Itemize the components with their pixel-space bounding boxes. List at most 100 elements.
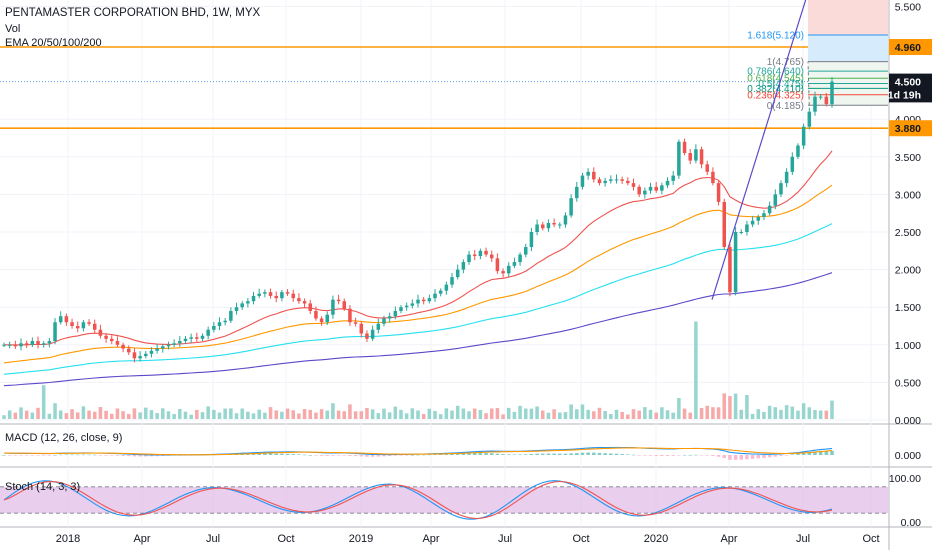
candle[interactable] (229, 310, 233, 321)
candle[interactable] (580, 175, 585, 187)
candle[interactable] (109, 338, 114, 342)
candle[interactable] (711, 171, 715, 184)
candle[interactable] (558, 224, 562, 226)
candle[interactable] (506, 265, 511, 274)
candle[interactable] (161, 346, 165, 349)
candle[interactable] (682, 141, 687, 154)
candle[interactable] (348, 308, 352, 323)
stoch-legend[interactable]: Stoch (14, 3, 3) (5, 481, 81, 493)
candle[interactable] (234, 307, 239, 311)
candle[interactable] (631, 183, 636, 187)
candle[interactable] (563, 215, 568, 225)
candle[interactable] (274, 295, 278, 299)
candle[interactable] (251, 295, 256, 302)
candle[interactable] (132, 352, 137, 359)
candle[interactable] (53, 322, 57, 342)
candle[interactable] (637, 186, 641, 195)
candle[interactable] (308, 303, 313, 311)
candle[interactable] (115, 341, 120, 345)
candle[interactable] (263, 292, 267, 294)
candle[interactable] (240, 303, 244, 308)
candle[interactable] (121, 344, 125, 349)
candle[interactable] (569, 198, 573, 216)
candle[interactable] (172, 343, 176, 345)
candle[interactable] (518, 254, 522, 263)
candle[interactable] (13, 344, 18, 347)
candle[interactable] (575, 186, 579, 199)
candle[interactable] (779, 183, 783, 195)
macd-signal-line[interactable] (4, 447, 833, 456)
symbol-title[interactable]: PENTAMASTER CORPORATION BHD, 1W, MYX (5, 7, 261, 19)
candle[interactable] (291, 293, 295, 299)
candle[interactable] (728, 247, 732, 293)
ema-50-line[interactable] (3, 184, 833, 364)
candle[interactable] (47, 341, 52, 344)
candle[interactable] (614, 179, 619, 181)
candle[interactable] (285, 292, 290, 294)
candle[interactable] (512, 262, 517, 266)
candle[interactable] (665, 180, 670, 186)
candle[interactable] (331, 299, 335, 315)
candle[interactable] (104, 335, 108, 339)
candle[interactable] (796, 145, 800, 157)
candle[interactable] (467, 254, 471, 263)
candle[interactable] (830, 81, 834, 105)
macd-legend[interactable]: MACD (12, 26, close, 9) (5, 432, 123, 444)
candle[interactable] (24, 343, 29, 345)
candle[interactable] (70, 322, 74, 326)
candle[interactable] (478, 250, 483, 257)
candle[interactable] (314, 310, 318, 319)
candle[interactable] (223, 320, 227, 323)
candle[interactable] (421, 299, 426, 302)
candle[interactable] (523, 247, 528, 255)
candle[interactable] (257, 293, 261, 296)
candle[interactable] (64, 316, 69, 323)
candle[interactable] (189, 337, 193, 339)
candle[interactable] (87, 322, 91, 324)
candle[interactable] (353, 322, 358, 324)
candle[interactable] (722, 201, 727, 248)
candle[interactable] (359, 323, 364, 334)
candle[interactable] (603, 180, 607, 184)
candle[interactable] (58, 316, 63, 323)
candle[interactable] (552, 222, 556, 225)
candle[interactable] (450, 277, 454, 285)
candle[interactable] (688, 153, 692, 161)
candle[interactable] (98, 329, 103, 336)
candle[interactable] (739, 232, 744, 233)
candle[interactable] (36, 341, 40, 345)
candle[interactable] (92, 323, 97, 330)
candle[interactable] (75, 326, 80, 329)
candle[interactable] (155, 348, 159, 351)
candle[interactable] (2, 344, 6, 346)
candle[interactable] (166, 344, 171, 347)
candle[interactable] (444, 284, 449, 291)
candle[interactable] (393, 310, 398, 317)
candle[interactable] (297, 298, 301, 302)
candle[interactable] (461, 262, 466, 270)
candle[interactable] (200, 335, 205, 339)
candle[interactable] (705, 164, 709, 172)
ema-20-line[interactable] (4, 150, 833, 346)
candle[interactable] (382, 318, 386, 324)
volume-legend[interactable]: Vol (5, 23, 21, 35)
candle[interactable] (750, 220, 755, 225)
candle[interactable] (745, 224, 749, 232)
candle[interactable] (217, 322, 222, 326)
candle[interactable] (586, 171, 590, 176)
candle[interactable] (801, 126, 806, 146)
candle[interactable] (149, 350, 154, 354)
candle[interactable] (813, 96, 817, 112)
candle[interactable] (178, 341, 182, 344)
candle[interactable] (280, 292, 284, 299)
candle[interactable] (620, 179, 624, 181)
candle[interactable] (212, 326, 216, 330)
candle[interactable] (399, 307, 403, 311)
candle[interactable] (609, 179, 613, 181)
candle[interactable] (127, 348, 131, 353)
candle[interactable] (773, 194, 778, 206)
candle[interactable] (733, 232, 738, 293)
candle[interactable] (325, 314, 330, 323)
candle[interactable] (716, 183, 721, 202)
